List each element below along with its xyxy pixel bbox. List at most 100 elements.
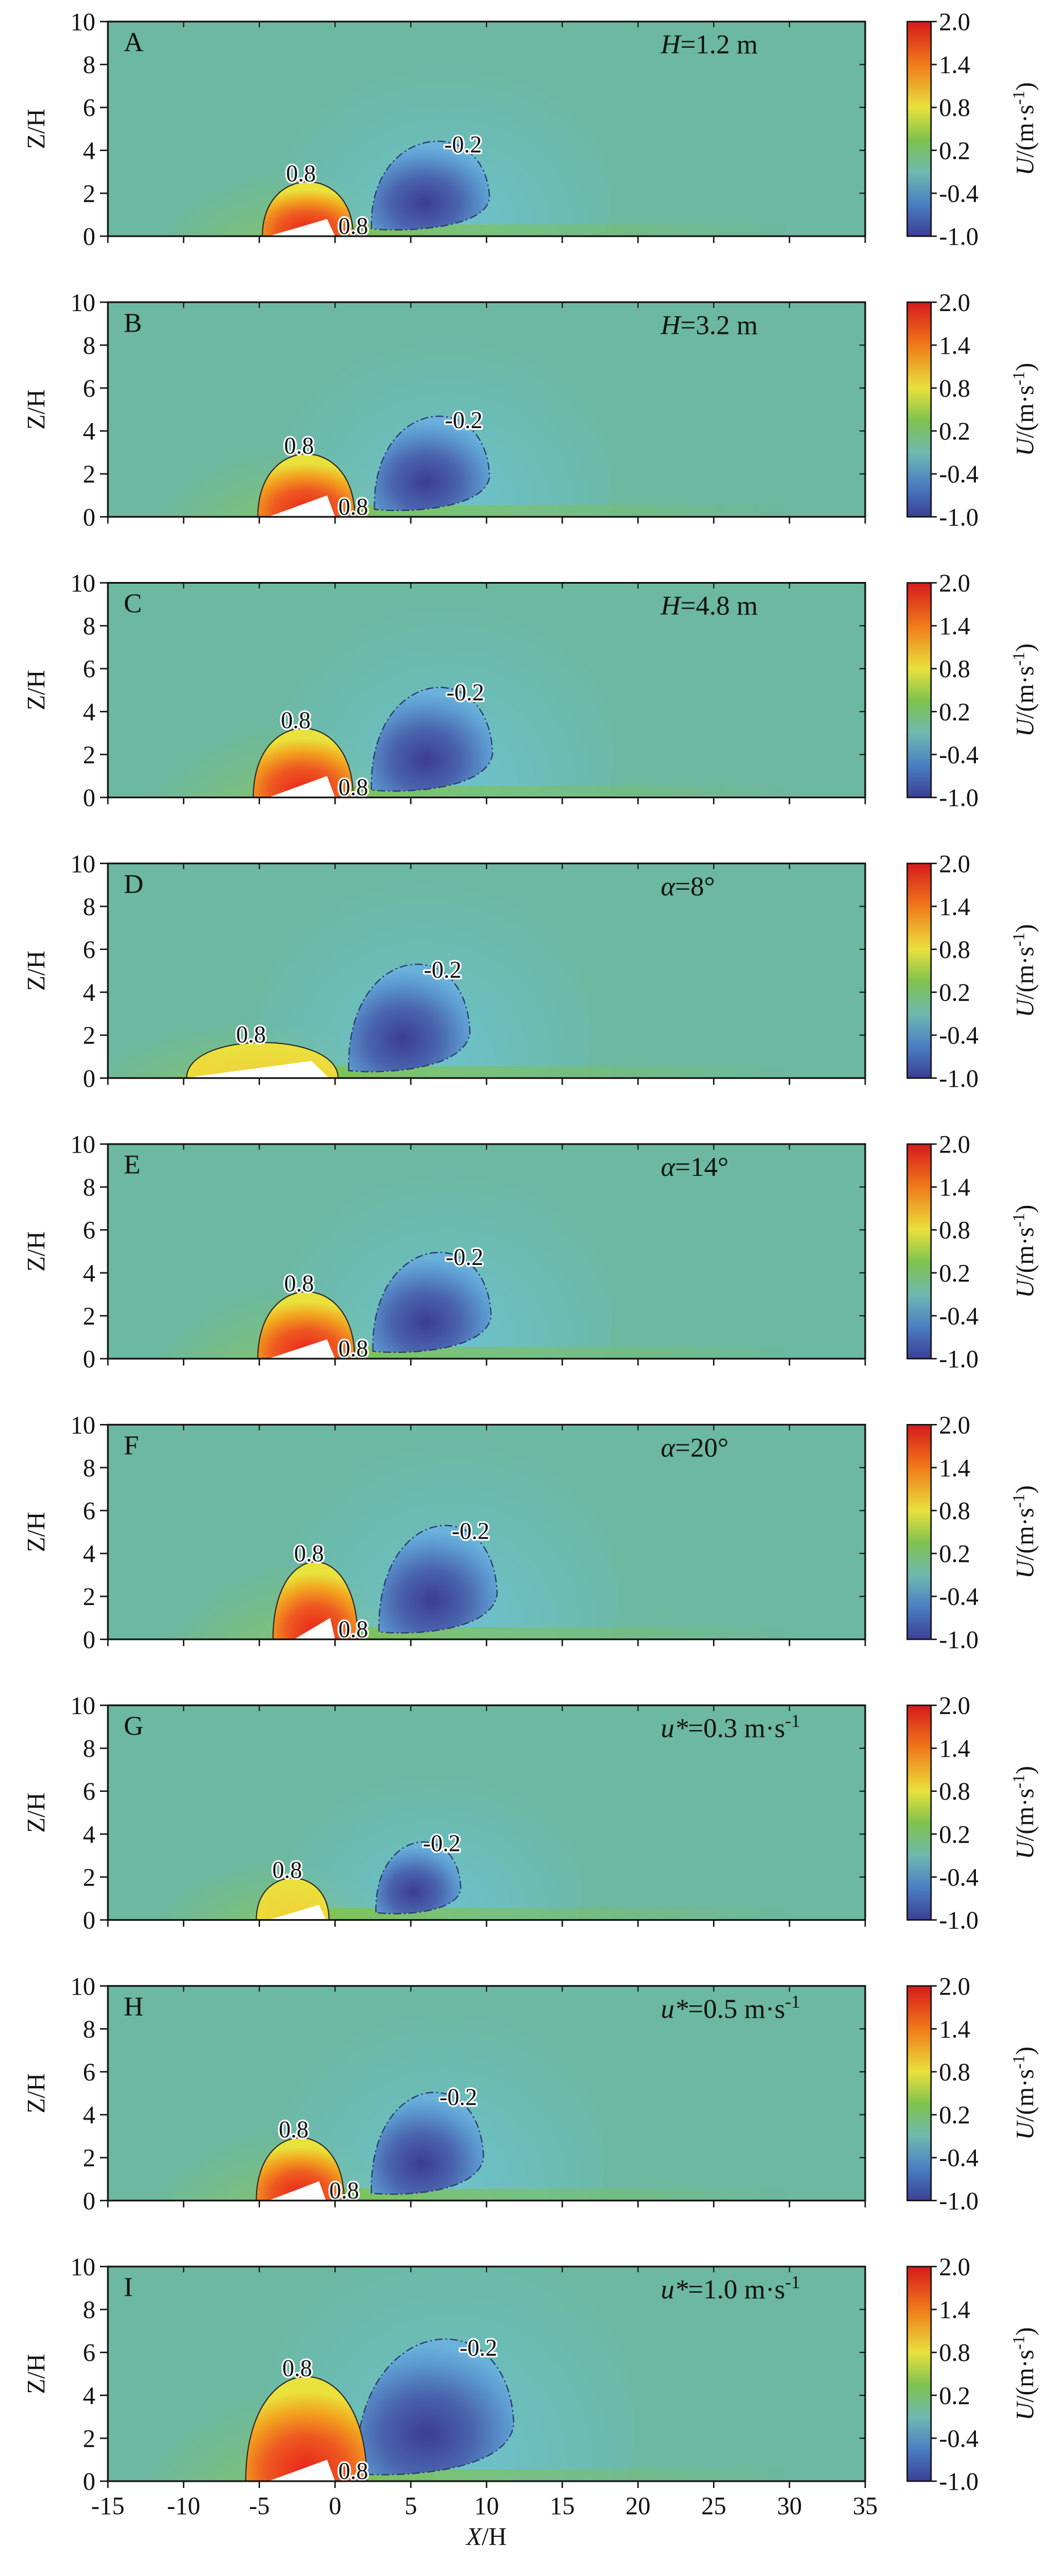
surface-wake-band xyxy=(329,1066,790,1078)
reverse-flow-region xyxy=(356,2339,514,2475)
colorbar-tick-label: -0.4 xyxy=(939,1863,979,1891)
colorbar-tick-label: 1.4 xyxy=(939,1735,970,1762)
colorbar-title-var: U xyxy=(1011,998,1039,1017)
colorbar-title-var: U xyxy=(1011,717,1039,737)
colorbar: 2.0 1.4 0.8 0.2 -0.4 -1.0 U/(m·s-1) xyxy=(906,1692,1039,1934)
y-tick-label: 2 xyxy=(83,741,95,769)
colorbar-tick-label: 2.0 xyxy=(939,8,970,36)
dune-shape xyxy=(268,2181,326,2201)
colorbar-tick-label: 0.8 xyxy=(939,2058,970,2086)
contour-line-positive xyxy=(255,1877,330,1920)
x-tick-label: -10 xyxy=(167,2492,200,2520)
parameter-value: =4.8 m xyxy=(680,591,757,621)
parameter-value: =8° xyxy=(675,872,715,902)
colorbar-tick-label: -0.4 xyxy=(939,1583,979,1611)
x-tick-label: 25 xyxy=(701,2492,726,2520)
colorbar-tick-label: 0.2 xyxy=(939,1540,970,1568)
speedup-region xyxy=(258,454,355,517)
colorbar-title-close: ) xyxy=(1011,363,1039,371)
reverse-flow-region xyxy=(349,964,470,1072)
colorbar-scale xyxy=(906,301,932,518)
colorbar-title-close: ) xyxy=(1011,1485,1039,1494)
panel-a: 0.8 0.8 -0.2 0 2 4 6 8 10 Z/H A H=1.2 m 2.0 1.4 0.8 0.2… xyxy=(22,8,1039,250)
x-tick-label: 15 xyxy=(550,2492,575,2520)
y-tick-label: 6 xyxy=(83,2058,95,2086)
colorbar-title: U/(m·s-1) xyxy=(1009,2047,1039,2140)
parameter-label: H=1.2 m xyxy=(660,30,758,60)
colorbar-title-exp: -1 xyxy=(1009,932,1028,946)
contour-label-negative: -0.2 xyxy=(452,1518,490,1544)
y-tick-label: 0 xyxy=(83,1907,95,1934)
colorbar-title-close: ) xyxy=(1011,2327,1039,2336)
parameter-exponent: -1 xyxy=(785,1991,800,2012)
colorbar-tick-label: 2.0 xyxy=(939,288,970,316)
y-tick-label: 6 xyxy=(83,655,95,683)
panel-letter: E xyxy=(124,1150,140,1180)
dune-shape xyxy=(183,1061,329,1078)
colorbar-tick-label: -1.0 xyxy=(939,1626,979,1653)
colorbar-tick-label: 0.8 xyxy=(939,2339,970,2366)
contour-label-positive: 0.8 xyxy=(284,433,314,459)
colorbar-tick-label: 2.0 xyxy=(939,1972,970,2000)
colorbar-tick-label: 1.4 xyxy=(939,1454,970,1482)
parameter-symbol: α xyxy=(661,1152,676,1182)
contour-label-negative: -0.2 xyxy=(459,2335,497,2361)
contour-line-positive xyxy=(253,728,354,798)
y-tick-label: 10 xyxy=(70,1972,95,2000)
colorbar-tick-label: 2.0 xyxy=(939,2253,970,2281)
y-tick-label: 0 xyxy=(83,1345,95,1373)
colorbar-title: U/(m·s-1) xyxy=(1009,2327,1039,2420)
colorbar-title: U/(m·s-1) xyxy=(1009,924,1039,1017)
colorbar-tick-label: 2.0 xyxy=(939,1130,970,1158)
colorbar-scale xyxy=(906,1704,932,1921)
parameter-value: =3.2 m xyxy=(680,310,757,340)
y-tick-label: 4 xyxy=(83,2382,95,2410)
speedup-region xyxy=(262,182,354,236)
colorbar-tick-label: 1.4 xyxy=(939,612,970,640)
colorbar-tick-label: 0.8 xyxy=(939,1497,970,1524)
surface-wake-band xyxy=(335,505,790,517)
speedup-region xyxy=(256,2138,345,2201)
colorbar-tick-label: 1.4 xyxy=(939,2296,970,2324)
y-tick-label: 0 xyxy=(83,503,95,531)
colorbar-tick-label: -1.0 xyxy=(939,503,979,531)
colorbar-title: U/(m·s-1) xyxy=(1009,1205,1039,1298)
panel-letter: F xyxy=(124,1430,139,1460)
colorbar-title-unit: /(m·s xyxy=(1011,1508,1039,1561)
y-tick-label: 8 xyxy=(83,2015,95,2043)
parameter-symbol: α xyxy=(661,872,676,902)
panel-f: 0.8 0.8 -0.2 0 2 4 6 8 10 Z/H F α=20° 2.0 1.4 0.8 0.2 -0… xyxy=(22,1411,1039,1653)
contour-line-positive xyxy=(272,1561,359,1640)
velocity-field xyxy=(108,302,865,517)
parameter-symbol: H xyxy=(660,591,682,621)
colorbar-tick-label: 0.8 xyxy=(939,655,970,683)
colorbar-title-exp: -1 xyxy=(1009,90,1028,104)
y-tick-label: 0 xyxy=(83,223,95,250)
colorbar-title-unit: /(m·s xyxy=(1011,2069,1039,2122)
velocity-field xyxy=(108,583,865,798)
y-tick-label: 4 xyxy=(83,979,95,1007)
x-axis: -15 -10 -5 0 5 10 15 20 25 30 35 X/H xyxy=(91,2492,878,2550)
colorbar-tick-label: 1.4 xyxy=(939,1174,970,1201)
y-tick-label: 8 xyxy=(83,1174,95,1201)
x-axis-title-suffix: /H xyxy=(481,2523,506,2550)
dune-shape xyxy=(294,1618,336,1640)
x-axis-title-var: X xyxy=(466,2523,483,2550)
y-tick-label: 10 xyxy=(70,569,95,597)
contour-line-positive xyxy=(255,2137,345,2201)
colorbar-title-close: ) xyxy=(1011,643,1039,652)
parameter-symbol: H xyxy=(660,310,682,340)
surface-wake-band xyxy=(335,1627,790,1640)
colorbar-scale xyxy=(906,862,932,1079)
panel-d: 0.8 -0.2 0 2 4 6 8 10 Z/H D α=8° 2.0 1.4 0.8 0.2 -0.4 -1… xyxy=(22,850,1039,1092)
parameter-symbol: u* xyxy=(661,1994,688,2024)
colorbar-title-unit: /(m·s xyxy=(1011,946,1039,999)
y-tick-label: 6 xyxy=(83,1778,95,1806)
y-tick-label: 2 xyxy=(83,1863,95,1891)
y-tick-label: 2 xyxy=(83,2424,95,2452)
colorbar-tick-label: 0.2 xyxy=(939,137,970,165)
colorbar-tick-label: -1.0 xyxy=(939,1065,979,1092)
reverse-flow-region xyxy=(371,141,490,230)
y-tick-label: 8 xyxy=(83,332,95,359)
